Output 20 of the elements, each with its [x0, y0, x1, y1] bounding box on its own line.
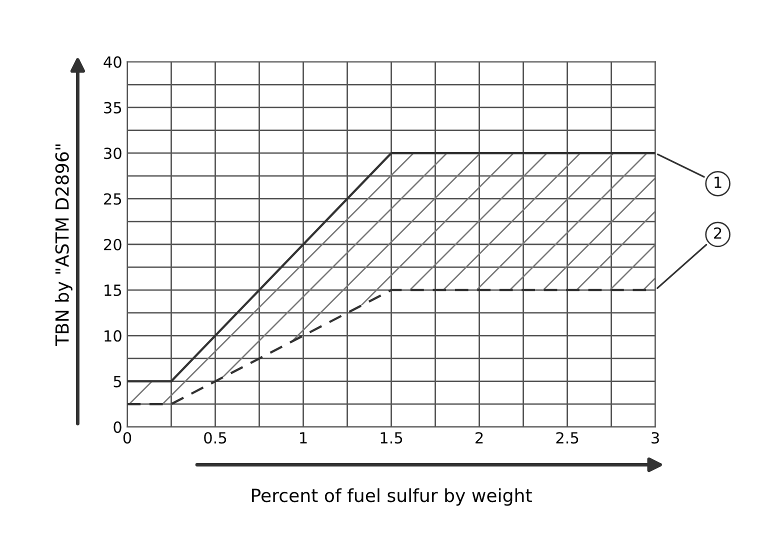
x-axis-title: Percent of fuel sulfur by weight: [252, 488, 532, 506]
x-tick-label: 0.5: [204, 432, 226, 444]
annotation: 1: [714, 176, 722, 188]
y-tick-label: 15: [104, 284, 122, 296]
y-tick-label: 35: [104, 102, 122, 114]
x-tick-label: 2.5: [556, 432, 578, 444]
x-tick-label: 1.5: [380, 432, 402, 444]
y-axis-title: TBN by "ASTM D2896": [54, 144, 72, 346]
y-tick-label: 0: [114, 421, 122, 433]
y-tick-label: 20: [104, 238, 122, 250]
x-tick-label: 3: [652, 432, 659, 444]
x-tick-label: 1: [300, 432, 307, 444]
x-tick-label: 0: [123, 432, 132, 444]
x-tick-label: 2: [476, 432, 483, 444]
y-tick-label: 30: [104, 148, 122, 160]
annotation: 2: [714, 227, 722, 239]
y-tick-label: 10: [104, 330, 122, 342]
y-tick-label: 40: [104, 56, 122, 68]
y-tick-label: 5: [114, 376, 122, 388]
y-tick-label: 25: [104, 193, 122, 205]
